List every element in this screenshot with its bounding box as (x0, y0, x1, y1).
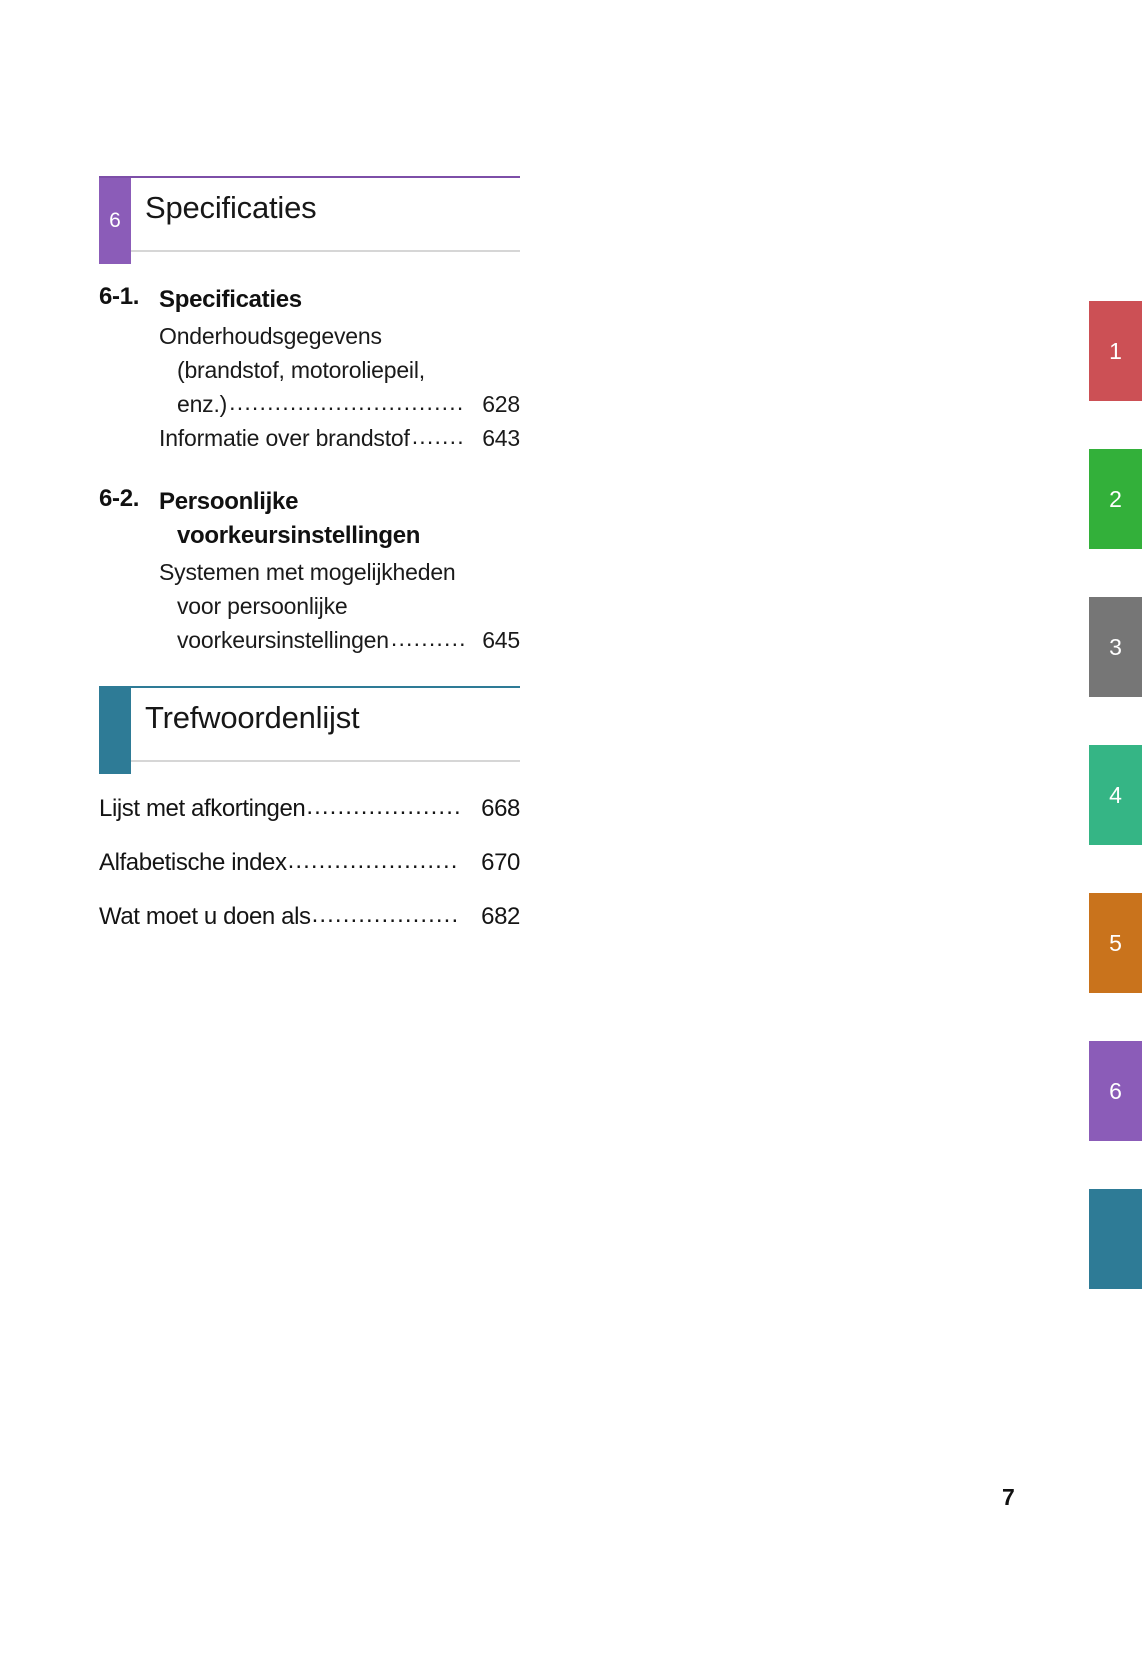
index-color-tab (99, 688, 131, 774)
index-header-body: Trefwoordenlijst (99, 688, 520, 774)
side-tab-4[interactable]: 4 (1089, 745, 1142, 845)
toc-section-number: 6-1. (99, 283, 140, 310)
index-rule-bottom (131, 760, 520, 762)
side-tab-2[interactable]: 2 (1089, 449, 1142, 549)
toc-leader-dots: ........................................… (390, 625, 464, 652)
toc-entry-text: voorkeursinstellingen (177, 627, 389, 654)
toc-section-number: 6-2. (99, 485, 140, 513)
toc-entry[interactable]: Systemen met mogelijkheden voor persoonl… (159, 555, 520, 657)
chapter-header-specificaties: 6 Specificaties (99, 176, 520, 264)
toc-entry-page: 628 (482, 391, 520, 418)
toc-entry-text: enz.) (177, 391, 228, 418)
toc-section-title-line: Specificaties (159, 286, 302, 313)
side-tab-label: 1 (1109, 337, 1122, 364)
chapter-header-body: 6 Specificaties (99, 178, 520, 264)
toc-section-title: Persoonlijke voorkeursinstellingen (159, 485, 520, 553)
index-item-page: 668 (481, 795, 520, 822)
side-tab-index[interactable] (1089, 1189, 1142, 1289)
index-title: Trefwoordenlijst (145, 700, 360, 735)
index-item-label: Wat moet u doen als (99, 903, 311, 930)
toc-entry-list: Systemen met mogelijkheden voor persoonl… (159, 555, 520, 657)
chapter-number: 6 (109, 209, 121, 232)
toc-entry[interactable]: Informatie over brandstof ..............… (159, 421, 520, 455)
toc-entry-last-line: Informatie over brandstof ..............… (159, 421, 520, 455)
toc-section: 6-1. Specificaties Onderhoudsgegevens (b… (99, 283, 520, 455)
index-item[interactable]: Alfabetische index .....................… (99, 847, 520, 877)
side-tab-6[interactable]: 6 (1089, 1041, 1142, 1141)
toc-section-title-continuation: voorkeursinstellingen (177, 522, 421, 550)
side-tab-1[interactable]: 1 (1089, 301, 1142, 401)
toc-entry-text: Informatie over brandstof (159, 425, 410, 452)
side-tab-label: 6 (1109, 1077, 1122, 1104)
index-rule-top (99, 686, 520, 688)
toc-section-heading: 6-1. Specificaties (99, 283, 520, 317)
index-item-label: Alfabetische index (99, 849, 287, 876)
section-header-trefwoordenlijst: Trefwoordenlijst (99, 686, 520, 774)
chapter-title: Specificaties (145, 190, 317, 225)
toc-entry-line: (brandstof, motoroliepeil, (177, 357, 425, 384)
toc-leader-dots: ................................ (411, 423, 464, 450)
index-item[interactable]: Wat moet u doen als ....................… (99, 901, 520, 931)
toc-entry-last-line: enz.) ..................................… (159, 387, 520, 421)
toc-leader-dots: ........................................… (229, 389, 464, 416)
side-tab-label: 3 (1109, 633, 1122, 660)
side-tab-label: 2 (1109, 485, 1122, 512)
toc-entry-page: 643 (482, 425, 520, 452)
toc-sections: 6-1. Specificaties Onderhoudsgegevens (b… (99, 283, 520, 679)
page-number: 7 (1002, 1484, 1015, 1510)
toc-section-title-line: Persoonlijke (159, 488, 299, 516)
index-item-page: 682 (481, 903, 520, 930)
toc-entry-line: voor persoonlijke (177, 593, 348, 620)
side-tab-3[interactable]: 3 (1089, 597, 1142, 697)
toc-entry-list: Onderhoudsgegevens (brandstof, motorolie… (159, 319, 520, 455)
toc-entry-line: Systemen met mogelijkheden (159, 559, 456, 586)
chapter-number-tab: 6 (99, 178, 131, 264)
side-tab-label: 5 (1109, 929, 1122, 956)
toc-entry[interactable]: Onderhoudsgegevens (brandstof, motorolie… (159, 319, 520, 421)
index-leader-dots: ........................................… (311, 901, 460, 928)
toc-entry-last-line: voorkeursinstellingen ..................… (159, 623, 520, 657)
index-item-list: Lijst met afkortingen ..................… (99, 793, 520, 957)
chapter-rule-bottom (131, 250, 520, 252)
index-leader-dots: ........................................… (306, 793, 460, 820)
toc-entry-line: Onderhoudsgegevens (159, 323, 382, 350)
index-item[interactable]: Lijst met afkortingen ..................… (99, 793, 520, 823)
toc-section-heading: 6-2. Persoonlijke voorkeursinstellingen (99, 485, 520, 553)
chapter-rule-top (99, 176, 520, 178)
index-item-label: Lijst met afkortingen (99, 795, 306, 822)
index-item-page: 670 (481, 849, 520, 876)
index-leader-dots: ........................................… (287, 847, 460, 874)
side-tab-5[interactable]: 5 (1089, 893, 1142, 993)
toc-section: 6-2. Persoonlijke voorkeursinstellingen … (99, 485, 520, 657)
toc-section-title: Specificaties (159, 283, 520, 317)
toc-entry-page: 645 (482, 627, 520, 654)
side-tab-label: 4 (1109, 781, 1122, 808)
